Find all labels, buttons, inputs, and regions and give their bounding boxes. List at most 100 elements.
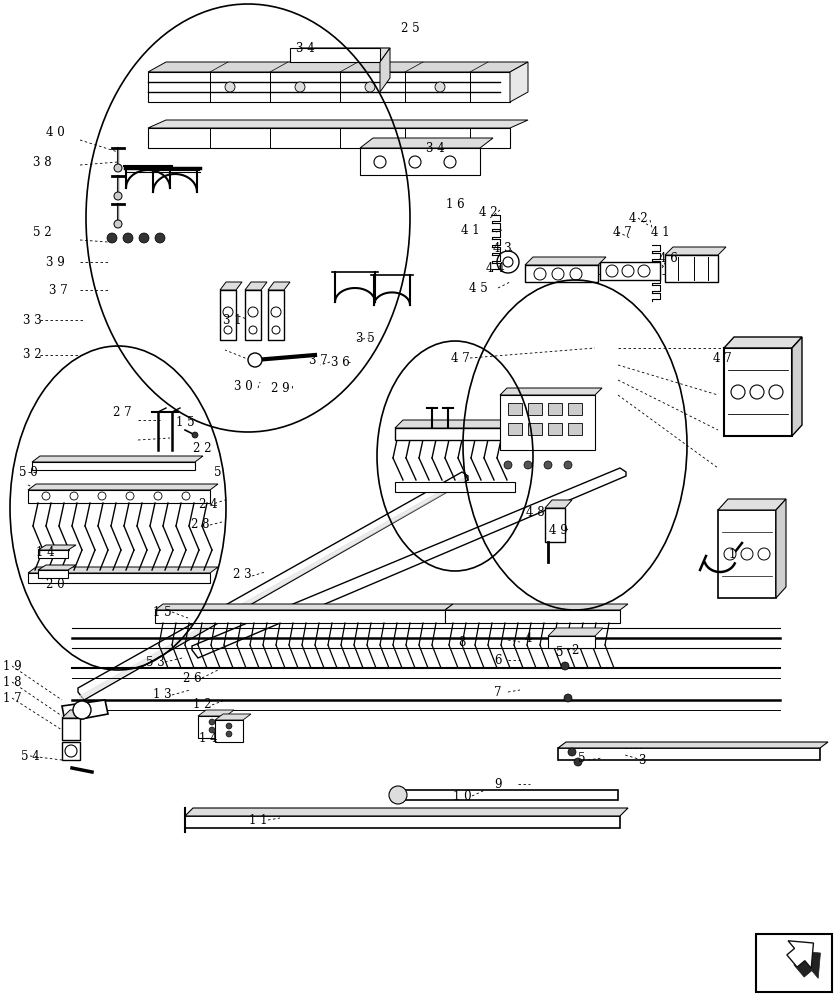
Text: 1 9: 1 9 (3, 660, 21, 672)
Text: 2 9: 2 9 (270, 381, 289, 394)
Text: 5 2: 5 2 (33, 226, 51, 238)
Circle shape (155, 233, 165, 243)
Circle shape (544, 461, 552, 469)
Polygon shape (718, 510, 776, 598)
Bar (528, 423, 542, 435)
Polygon shape (245, 282, 267, 290)
Text: 2: 2 (571, 644, 579, 656)
Polygon shape (38, 570, 68, 578)
Text: 4 7: 4 7 (612, 226, 632, 238)
Circle shape (758, 548, 770, 560)
Text: 3 5: 3 5 (355, 332, 375, 344)
Polygon shape (724, 348, 792, 436)
Polygon shape (38, 550, 68, 558)
Polygon shape (62, 700, 108, 722)
Circle shape (154, 492, 162, 500)
Circle shape (374, 156, 386, 168)
Text: 1 4: 1 4 (35, 546, 55, 558)
Bar (528, 403, 542, 415)
Text: 3 9: 3 9 (45, 255, 65, 268)
Text: 3 1: 3 1 (223, 314, 241, 326)
Polygon shape (360, 138, 493, 148)
Circle shape (70, 492, 78, 500)
Circle shape (409, 156, 421, 168)
Bar (756, 934, 832, 992)
Polygon shape (525, 265, 598, 282)
Circle shape (724, 548, 736, 560)
Circle shape (638, 265, 650, 277)
Text: 4 1: 4 1 (460, 224, 480, 236)
Polygon shape (28, 573, 210, 583)
Circle shape (271, 307, 281, 317)
Polygon shape (525, 257, 606, 265)
Polygon shape (792, 337, 802, 436)
Polygon shape (32, 462, 195, 470)
Text: 3 4: 3 4 (426, 141, 444, 154)
Polygon shape (545, 500, 572, 508)
Text: 5 3: 5 3 (145, 656, 165, 668)
Text: 5 4: 5 4 (21, 750, 39, 762)
Polygon shape (500, 395, 595, 450)
Polygon shape (192, 468, 626, 658)
Circle shape (123, 233, 133, 243)
Circle shape (248, 307, 258, 317)
Polygon shape (548, 628, 603, 636)
Text: 1 5: 1 5 (153, 605, 171, 618)
Circle shape (444, 156, 456, 168)
Polygon shape (185, 816, 620, 828)
Text: 4: 4 (524, 632, 532, 645)
Polygon shape (62, 742, 80, 760)
Polygon shape (220, 290, 236, 340)
Polygon shape (665, 247, 726, 255)
Circle shape (741, 548, 753, 560)
Polygon shape (148, 128, 510, 148)
Circle shape (272, 326, 280, 334)
Text: 3 0: 3 0 (234, 379, 252, 392)
Polygon shape (38, 565, 76, 570)
Circle shape (574, 758, 582, 766)
Text: 3 7: 3 7 (49, 284, 67, 296)
Polygon shape (28, 567, 218, 573)
Polygon shape (558, 742, 828, 748)
Circle shape (249, 326, 257, 334)
Circle shape (552, 268, 564, 280)
Polygon shape (445, 604, 628, 610)
Polygon shape (155, 604, 453, 610)
Polygon shape (548, 636, 595, 648)
Text: 6: 6 (494, 654, 501, 666)
Circle shape (126, 492, 134, 500)
Text: 2 3: 2 3 (233, 568, 251, 580)
Circle shape (365, 82, 375, 92)
Text: 3 3: 3 3 (23, 314, 41, 326)
Polygon shape (395, 420, 523, 428)
Polygon shape (148, 62, 528, 72)
Polygon shape (290, 48, 380, 62)
Text: 4 6: 4 6 (659, 251, 677, 264)
Circle shape (42, 492, 50, 500)
Polygon shape (395, 428, 515, 440)
Text: 1 4: 1 4 (199, 732, 218, 744)
Polygon shape (380, 48, 390, 92)
Polygon shape (215, 714, 251, 720)
Circle shape (226, 723, 232, 729)
Bar (568, 423, 582, 435)
Text: 4 5: 4 5 (469, 282, 487, 294)
Circle shape (209, 719, 215, 725)
Circle shape (114, 192, 122, 200)
Polygon shape (395, 482, 515, 492)
Text: 1: 1 (728, 548, 736, 562)
Circle shape (561, 662, 569, 670)
Polygon shape (28, 484, 218, 490)
Circle shape (248, 353, 262, 367)
Text: 1 6: 1 6 (446, 198, 465, 211)
Circle shape (568, 748, 576, 756)
Text: 2 8: 2 8 (191, 518, 209, 532)
Polygon shape (28, 490, 210, 503)
Polygon shape (290, 48, 390, 62)
Circle shape (503, 257, 513, 267)
Polygon shape (724, 337, 802, 348)
Bar (508, 403, 522, 415)
Text: 4 7: 4 7 (450, 352, 470, 364)
Circle shape (622, 265, 634, 277)
Polygon shape (776, 499, 786, 598)
